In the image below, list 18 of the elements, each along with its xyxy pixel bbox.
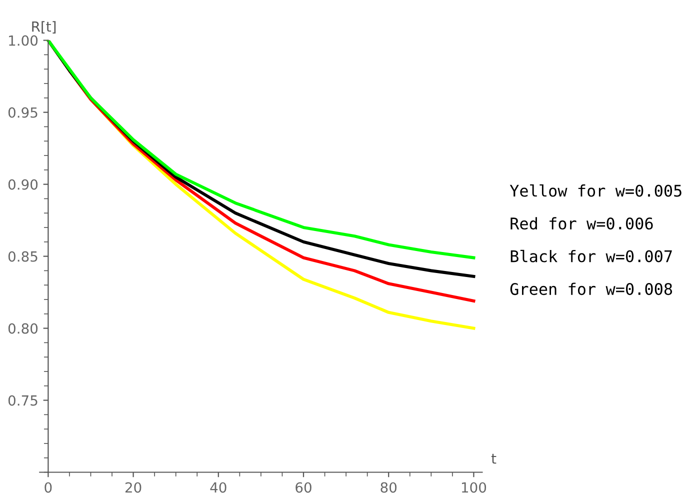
x-tick-label: 20 (125, 482, 142, 493)
x-tick-label: 100 (462, 482, 486, 493)
text: Red for w=0.006 (510, 217, 653, 230)
x-tick-label: 80 (380, 482, 397, 493)
x-tick-label: 40 (210, 482, 226, 493)
y-tick-label: 0.95 (8, 107, 38, 118)
y-tick-label: 0.80 (8, 323, 38, 334)
x-tick-label: 0 (44, 482, 52, 493)
text: Black for w=0.007 (510, 250, 672, 262)
text: Green for w=0.008 (510, 282, 672, 296)
x-axis-title: t (491, 454, 496, 464)
text: Yellow for w=0.005 (510, 184, 682, 197)
y-tick-label: 0.75 (8, 395, 38, 406)
y-tick-label: 0.90 (8, 179, 38, 190)
x-tick-label: 60 (296, 482, 312, 493)
y-axis-title: R[t] (32, 21, 56, 34)
y-tick-label: 1.00 (9, 35, 38, 46)
y-tick-label: 0.85 (8, 251, 38, 262)
